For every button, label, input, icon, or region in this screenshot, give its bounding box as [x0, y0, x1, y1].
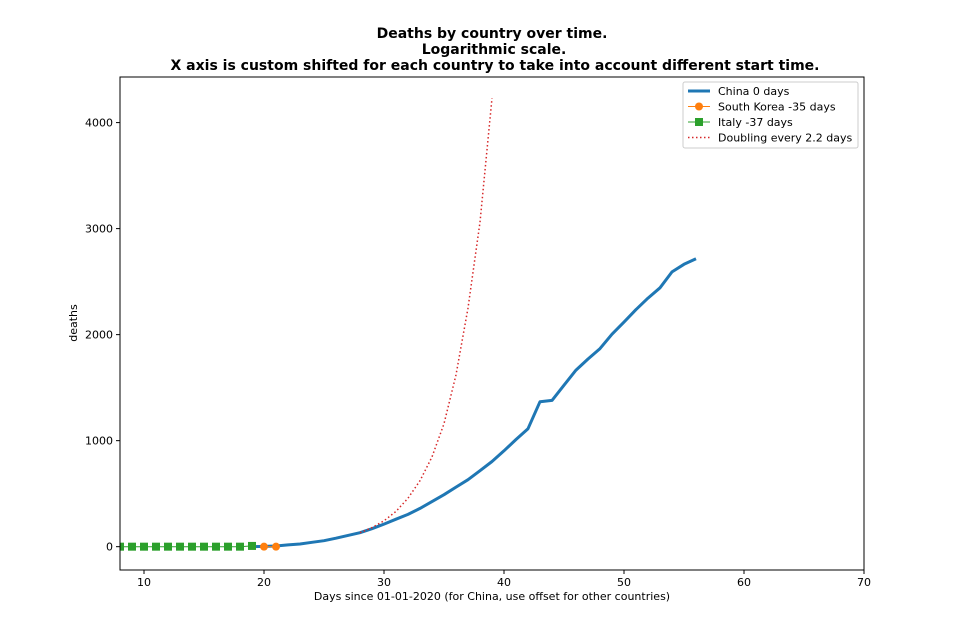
legend-label-doubling-every-2-2-days: Doubling every 2.2 days	[718, 132, 853, 145]
x-tick-label: 30	[377, 576, 391, 589]
italy-37-days-point	[212, 542, 220, 551]
italy-37-days-point	[128, 542, 136, 551]
x-tick-label: 10	[137, 576, 151, 589]
legend-label-italy-37-days: Italy -37 days	[718, 116, 793, 129]
china-0-days-line	[251, 257, 697, 549]
x-tick-label: 70	[857, 576, 871, 589]
y-tick-label: 1000	[85, 435, 113, 448]
south-korea-35-days-point	[260, 542, 268, 551]
italy-37-days-point	[236, 542, 244, 551]
south-korea-35-days-point	[272, 542, 280, 551]
y-axis: 0 1000 2000 3000 4000	[85, 117, 120, 554]
doubling-every-2-2-days-line	[359, 98, 493, 534]
x-tick-label: 60	[737, 576, 751, 589]
legend: China 0 days South Korea -35 days Italy -3…	[682, 81, 859, 149]
italy-37-days-point	[200, 542, 208, 551]
y-tick-label: 3000	[85, 223, 113, 236]
x-tick-label: 50	[617, 576, 631, 589]
legend-marker-italy-37-days	[695, 118, 703, 126]
italy-37-days-point	[152, 542, 160, 551]
italy-37-days-point	[224, 542, 232, 551]
x-tick-label: 40	[497, 576, 511, 589]
y-axis-label: deaths	[67, 304, 80, 342]
y-tick-label: 0	[106, 541, 113, 554]
y-tick-label: 2000	[85, 329, 113, 342]
italy-37-days-line	[120, 545, 253, 548]
italy-37-days-point	[120, 542, 124, 551]
legend-box	[682, 81, 859, 149]
italy-37-days-point	[248, 541, 256, 550]
x-axis: 10 20 30 40 50 60 70	[137, 570, 871, 589]
y-tick-label: 4000	[85, 117, 113, 130]
chart-title-line-3: X axis is custom shifted for each countr…	[171, 58, 820, 74]
italy-37-days-point	[140, 542, 148, 551]
italy-37-days-point	[164, 542, 172, 551]
x-tick-label: 20	[257, 576, 271, 589]
plot-frame	[119, 76, 865, 571]
italy-37-days-point	[188, 542, 196, 551]
chart-title-line-1: Deaths by country over time.	[377, 26, 608, 42]
legend-label-china-0-days: China 0 days	[718, 85, 790, 98]
chart-title-line-2: Logarithmic scale.	[422, 42, 567, 58]
italy-37-days-point	[176, 542, 184, 551]
series-layer	[120, 98, 697, 551]
chart-title: Deaths by country over time. Logarithmic…	[171, 26, 820, 74]
legend-marker-south-korea-35-days	[695, 102, 703, 111]
legend-label-south-korea-35-days: South Korea -35 days	[718, 101, 836, 114]
x-axis-label: Days since 01-01-2020 (for China, use of…	[314, 590, 670, 603]
